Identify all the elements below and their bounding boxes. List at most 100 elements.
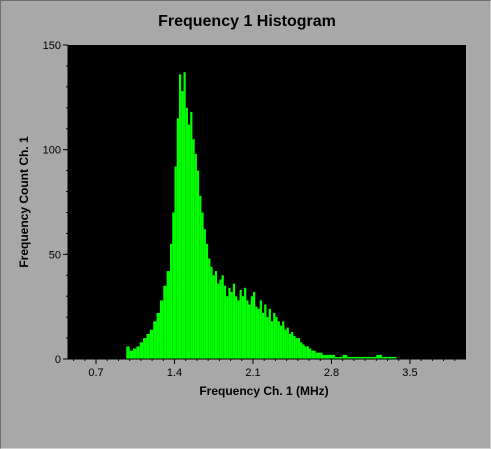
y-tick-label: 50 [49, 249, 61, 261]
histogram-bar [237, 300, 240, 359]
histogram-bar [149, 329, 154, 359]
histogram-bar [133, 348, 137, 359]
histogram-bar [338, 356, 343, 359]
histogram-bar [309, 348, 312, 359]
histogram-bar [244, 287, 247, 359]
histogram-bar [235, 296, 238, 359]
histogram-bar [365, 356, 371, 359]
histogram-bar [214, 271, 218, 359]
histogram-bar [313, 350, 316, 359]
histogram-bar [178, 74, 182, 359]
y-axis-label: Frequency Count Ch. 1 [17, 136, 31, 268]
histogram-bar [136, 346, 140, 359]
histogram-bar [181, 91, 184, 360]
histogram-bar [311, 350, 314, 359]
histogram-bar [356, 356, 361, 359]
histogram-bar [342, 354, 348, 359]
x-tick-label: 1.4 [167, 367, 182, 379]
x-tick-label: 2.8 [324, 367, 339, 379]
x-tick-label: 3.5 [402, 367, 417, 379]
histogram-bar [217, 283, 220, 359]
histogram-bar [284, 329, 287, 359]
histogram-bar [275, 317, 278, 359]
histogram-bar [304, 346, 307, 359]
histogram-bar [174, 166, 177, 359]
y-tick-label: 100 [43, 145, 61, 157]
histogram-bar [334, 356, 339, 359]
histogram-bar [268, 308, 271, 359]
histogram-bar [370, 356, 377, 359]
histogram-bar [232, 283, 236, 359]
histogram-bar [318, 352, 321, 359]
histogram-bar [139, 342, 144, 359]
histogram-bar [187, 124, 191, 359]
histogram-bar [255, 306, 258, 359]
chart-title: Frequency 1 Histogram [158, 13, 336, 30]
histogram-bar [205, 243, 209, 359]
histogram-bar [273, 312, 276, 359]
histogram-bar [376, 354, 382, 359]
y-tick-label: 0 [55, 354, 61, 366]
histogram-bar [210, 266, 213, 359]
histogram-bar [326, 354, 330, 359]
histogram-bar [230, 292, 233, 359]
histogram-bar [176, 118, 179, 360]
histogram-bar [228, 287, 231, 359]
histogram-bar [143, 338, 147, 359]
histogram-bars [126, 72, 397, 360]
histogram-bar [315, 352, 319, 359]
histogram-bar [250, 296, 253, 359]
histogram-bar [329, 354, 332, 359]
histogram-bar [239, 289, 242, 359]
histogram-bar [185, 107, 188, 359]
histogram-bar [199, 195, 202, 359]
histogram-bar [306, 346, 310, 359]
histogram-bar [302, 344, 305, 359]
histogram-bar [166, 271, 171, 359]
histogram-bar [156, 312, 160, 359]
x-tick-label: 0.7 [88, 367, 103, 379]
histogram-bar [212, 275, 215, 359]
histogram-bar [194, 153, 197, 359]
histogram-bar [300, 342, 303, 359]
histogram-bar [277, 321, 280, 359]
histogram-bar [261, 312, 265, 359]
histogram-bar [331, 354, 335, 359]
histogram-bar [153, 321, 157, 359]
histogram-bar [322, 354, 325, 359]
histogram-bar [393, 356, 397, 359]
x-tick-label: 2.1 [245, 367, 260, 379]
histogram-bar [159, 300, 164, 359]
histogram-bar [196, 170, 200, 359]
histogram-bar [248, 304, 251, 359]
histogram-bar [291, 331, 294, 359]
histogram-bar [381, 356, 388, 359]
histogram-bar [241, 296, 245, 359]
histogram-bar [183, 72, 186, 360]
histogram-bar [219, 279, 222, 359]
histogram-bar [172, 212, 175, 359]
histogram-bar [246, 300, 249, 359]
histogram-bar [351, 356, 357, 359]
histogram-bar [286, 327, 289, 359]
histogram-bar [270, 321, 274, 359]
histogram-bar [387, 356, 394, 359]
histogram-bar [259, 300, 262, 359]
histogram-bar [360, 356, 366, 359]
histogram-bar [146, 333, 150, 359]
histogram-bar [129, 350, 134, 359]
histogram-bar [126, 346, 130, 359]
histogram-bar [223, 285, 227, 359]
histogram-bar [201, 212, 204, 359]
histogram-bar [347, 356, 352, 359]
histogram-bar [163, 285, 167, 359]
histogram-bar [288, 333, 292, 359]
histogram-bar [192, 139, 195, 359]
histogram-bar [279, 325, 283, 359]
histogram-bar [324, 354, 327, 359]
histogram-bar [226, 296, 229, 359]
histogram-bar [266, 317, 269, 359]
histogram-bar [221, 275, 224, 359]
histogram-bar [190, 111, 193, 360]
